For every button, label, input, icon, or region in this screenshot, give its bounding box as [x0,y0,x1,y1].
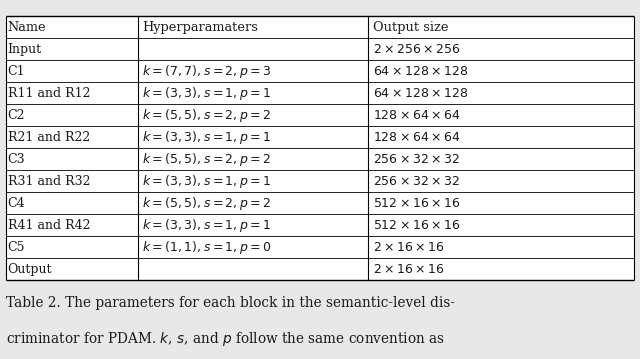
Text: $k = (5, 5), s = 2, p = 2$: $k = (5, 5), s = 2, p = 2$ [142,150,271,168]
Text: $k = (5, 5), s = 2, p = 2$: $k = (5, 5), s = 2, p = 2$ [142,107,271,123]
Text: Output size: Output size [373,21,449,34]
Text: $k = (1, 1), s = 1, p = 0$: $k = (1, 1), s = 1, p = 0$ [142,238,272,256]
Text: R41 and R42: R41 and R42 [8,219,90,232]
Text: criminator for PDAM. $k$, $s$, and $p$ follow the same convention as: criminator for PDAM. $k$, $s$, and $p$ f… [6,330,445,348]
Text: $2 \times 16 \times 16$: $2 \times 16 \times 16$ [373,262,445,275]
Text: Input: Input [8,43,42,56]
Text: $k = (5, 5), s = 2, p = 2$: $k = (5, 5), s = 2, p = 2$ [142,195,271,211]
Bar [6,16,634,280]
Text: $128 \times 64 \times 64$: $128 \times 64 \times 64$ [373,131,461,144]
Text: R21 and R22: R21 and R22 [8,131,90,144]
Text: Name: Name [8,21,46,34]
Text: C5: C5 [8,241,25,253]
Text: $2 \times 16 \times 16$: $2 \times 16 \times 16$ [373,241,445,253]
Text: Table 2. The parameters for each block in the semantic-level dis-: Table 2. The parameters for each block i… [6,296,456,310]
Text: $256 \times 32 \times 32$: $256 \times 32 \times 32$ [373,174,460,187]
Text: $k = (7, 7), s = 2, p = 3$: $k = (7, 7), s = 2, p = 3$ [142,62,271,80]
Text: $512 \times 16 \times 16$: $512 \times 16 \times 16$ [373,219,461,232]
Text: R31 and R32: R31 and R32 [8,174,90,187]
Text: C2: C2 [8,109,25,122]
Text: R11 and R12: R11 and R12 [8,87,90,99]
Text: $2 \times 256 \times 256$: $2 \times 256 \times 256$ [373,43,461,56]
Text: $k = (3, 3), s = 1, p = 1$: $k = (3, 3), s = 1, p = 1$ [142,173,271,190]
Text: $512 \times 16 \times 16$: $512 \times 16 \times 16$ [373,197,461,210]
Text: $128 \times 64 \times 64$: $128 \times 64 \times 64$ [373,109,461,122]
Text: C4: C4 [8,197,26,210]
Text: Hyperparamaters: Hyperparamaters [142,21,258,34]
Text: $k = (3, 3), s = 1, p = 1$: $k = (3, 3), s = 1, p = 1$ [142,129,271,146]
Text: C3: C3 [8,153,26,165]
Text: Output: Output [8,262,52,275]
Text: C1: C1 [8,65,26,78]
Text: $k = (3, 3), s = 1, p = 1$: $k = (3, 3), s = 1, p = 1$ [142,85,271,102]
Text: $k = (3, 3), s = 1, p = 1$: $k = (3, 3), s = 1, p = 1$ [142,216,271,234]
Text: $64 \times 128 \times 128$: $64 \times 128 \times 128$ [373,65,468,78]
Text: $256 \times 32 \times 32$: $256 \times 32 \times 32$ [373,153,460,165]
Text: $64 \times 128 \times 128$: $64 \times 128 \times 128$ [373,87,468,99]
